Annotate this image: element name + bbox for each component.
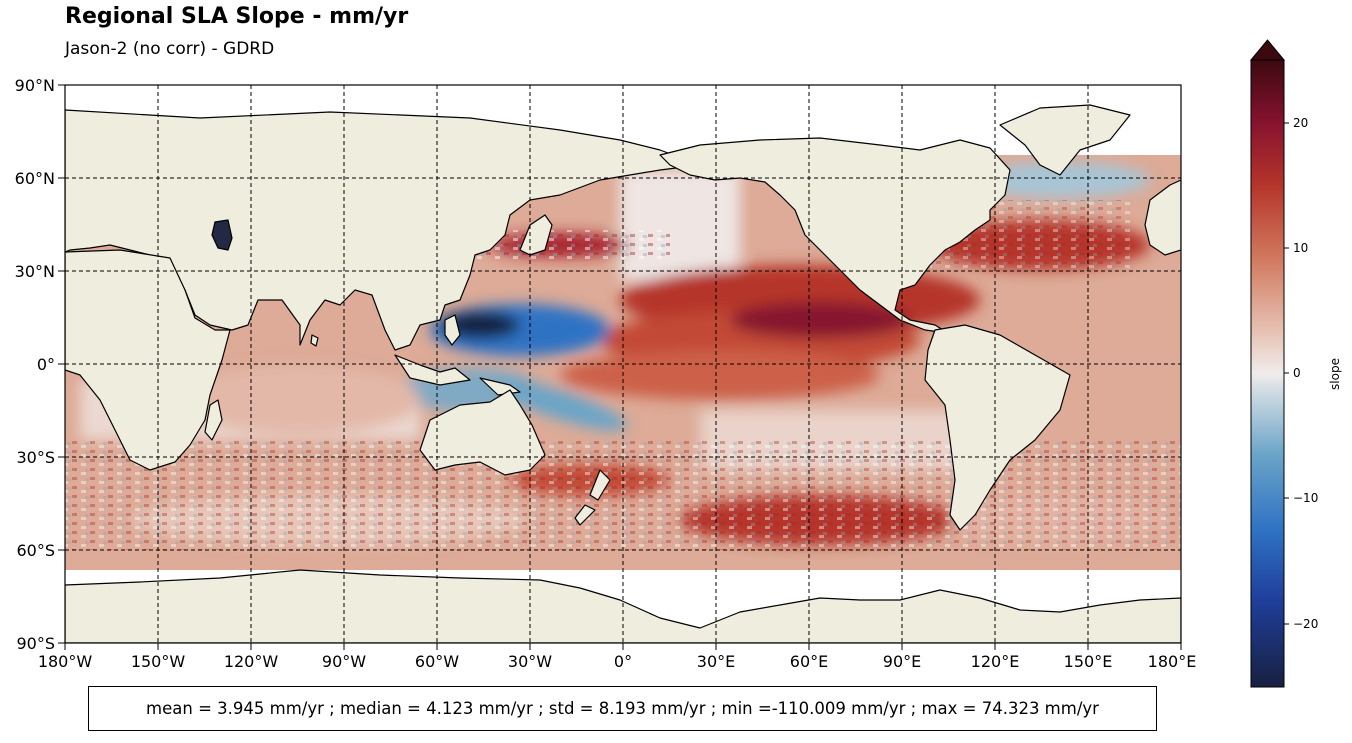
y-tick-label: 0° <box>37 355 55 374</box>
x-tick-label: 180°W <box>38 652 93 671</box>
map-subtitle: Jason-2 (no corr) - GDRD <box>65 39 275 59</box>
land-australia <box>419 389 546 476</box>
land-south-america <box>924 324 1071 531</box>
land-europe-west <box>1144 179 1181 256</box>
colorbar-tick-label: −10 <box>1293 491 1318 505</box>
x-tick-label: 30°W <box>508 652 552 671</box>
x-tick-label: 30°E <box>697 652 735 671</box>
x-tick-label: 120°E <box>971 652 1020 671</box>
map-title: Regional SLA Slope - mm/yr <box>65 4 409 29</box>
y-tick-label: 60°S <box>16 541 55 560</box>
land-new-zealand <box>574 469 611 526</box>
colorbar-tick-label: 0 <box>1293 366 1301 380</box>
land-africa <box>65 249 231 471</box>
x-tick-label: 180°E <box>1148 652 1197 671</box>
x-tick-label: 0° <box>614 652 632 671</box>
land-north-america <box>659 137 1011 334</box>
x-tick-label: 60°E <box>790 652 828 671</box>
y-tick-label: 90°N <box>15 76 55 95</box>
land-sri-lanka <box>310 334 319 347</box>
y-tick-label: 30°N <box>15 262 55 281</box>
land-japan <box>519 214 553 256</box>
land-caspian-sea <box>211 219 233 251</box>
land-madagascar <box>204 399 223 441</box>
colorbar-tick-label: −20 <box>1293 617 1318 631</box>
land-se-asia-islands <box>394 314 521 396</box>
colorbar: 20 10 0 −10 −20 slope <box>1249 39 1342 688</box>
colorbar-tick-label: 20 <box>1293 116 1308 130</box>
colorbar-tick-label: 10 <box>1293 241 1308 255</box>
y-tick-labels: 90°N 60°N 30°N 0° 30°S 60°S 90°S <box>15 76 55 653</box>
colorbar-extend-max <box>1249 39 1286 61</box>
x-tick-label: 150°E <box>1064 652 1113 671</box>
stats-box: mean = 3.945 mm/yr ; median = 4.123 mm/y… <box>88 686 1157 731</box>
land-greenland <box>999 104 1131 176</box>
colorbar-gradient <box>1251 60 1284 687</box>
x-tick-label: 90°W <box>322 652 366 671</box>
y-tick-label: 30°S <box>16 448 55 467</box>
x-tick-label: 120°W <box>224 652 279 671</box>
x-tick-label: 90°E <box>883 652 921 671</box>
y-tick-label: 90°S <box>16 634 55 653</box>
tick-marks <box>58 84 1182 650</box>
map-frame <box>65 85 1181 643</box>
x-tick-label: 150°W <box>131 652 186 671</box>
y-tick-label: 60°N <box>15 169 55 188</box>
x-tick-label: 60°W <box>415 652 459 671</box>
stats-text: mean = 3.945 mm/yr ; median = 4.123 mm/y… <box>146 699 1099 718</box>
gridlines <box>65 85 1181 643</box>
x-tick-labels: 180°W 150°W 120°W 90°W 60°W 30°W 0° 30°E… <box>38 652 1197 671</box>
colorbar-label: slope <box>1328 358 1342 390</box>
